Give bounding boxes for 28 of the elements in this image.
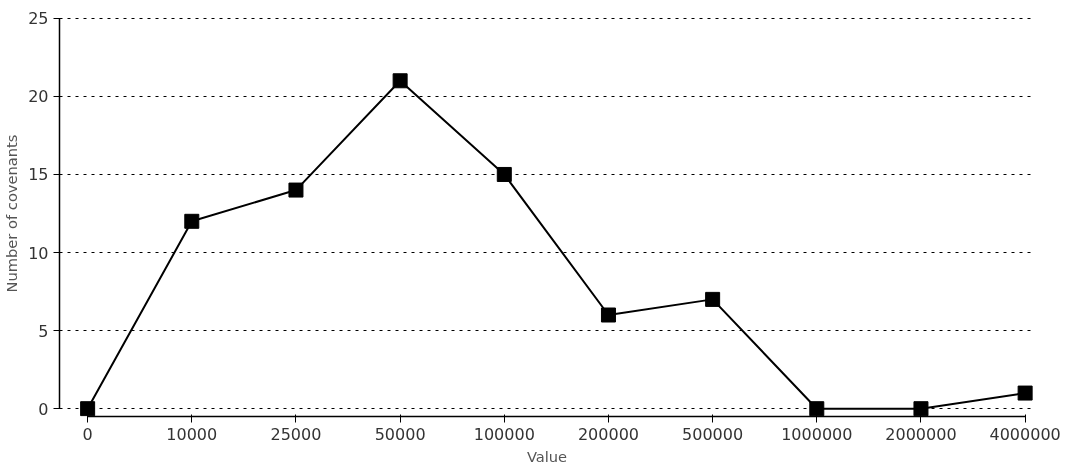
x-tick-label: 100000 bbox=[473, 424, 535, 444]
x-tick-label: 2000000 bbox=[885, 424, 957, 444]
x-tick-label: 0 bbox=[82, 424, 93, 444]
y-tick-label: 20 bbox=[28, 87, 49, 107]
point bbox=[705, 291, 721, 307]
y-axis-title: Number of covenants bbox=[3, 134, 21, 293]
point bbox=[496, 166, 512, 182]
x-tick-label: 10000 bbox=[166, 424, 218, 444]
x-axis-title: Value bbox=[526, 447, 568, 465]
x-tick-label: 500000 bbox=[682, 424, 744, 444]
point bbox=[184, 213, 200, 229]
y-tick-label: 15 bbox=[28, 165, 49, 185]
x-tick-label: 1000000 bbox=[781, 424, 853, 444]
point bbox=[600, 307, 616, 323]
point bbox=[392, 73, 408, 89]
x-tick-label: 50000 bbox=[374, 424, 426, 444]
y-tick-label: 25 bbox=[28, 9, 49, 29]
point bbox=[288, 182, 304, 198]
y-tick-label: 10 bbox=[28, 243, 49, 263]
x-tick-label: 200000 bbox=[577, 424, 639, 444]
x-tick-label: 25000 bbox=[270, 424, 322, 444]
y-tick-label: 0 bbox=[38, 399, 49, 419]
y-tick-label: 5 bbox=[38, 321, 49, 341]
x-tick-label: 4000000 bbox=[989, 424, 1061, 444]
point bbox=[80, 401, 96, 417]
point bbox=[809, 401, 825, 417]
point bbox=[913, 401, 929, 417]
point bbox=[1017, 385, 1033, 401]
